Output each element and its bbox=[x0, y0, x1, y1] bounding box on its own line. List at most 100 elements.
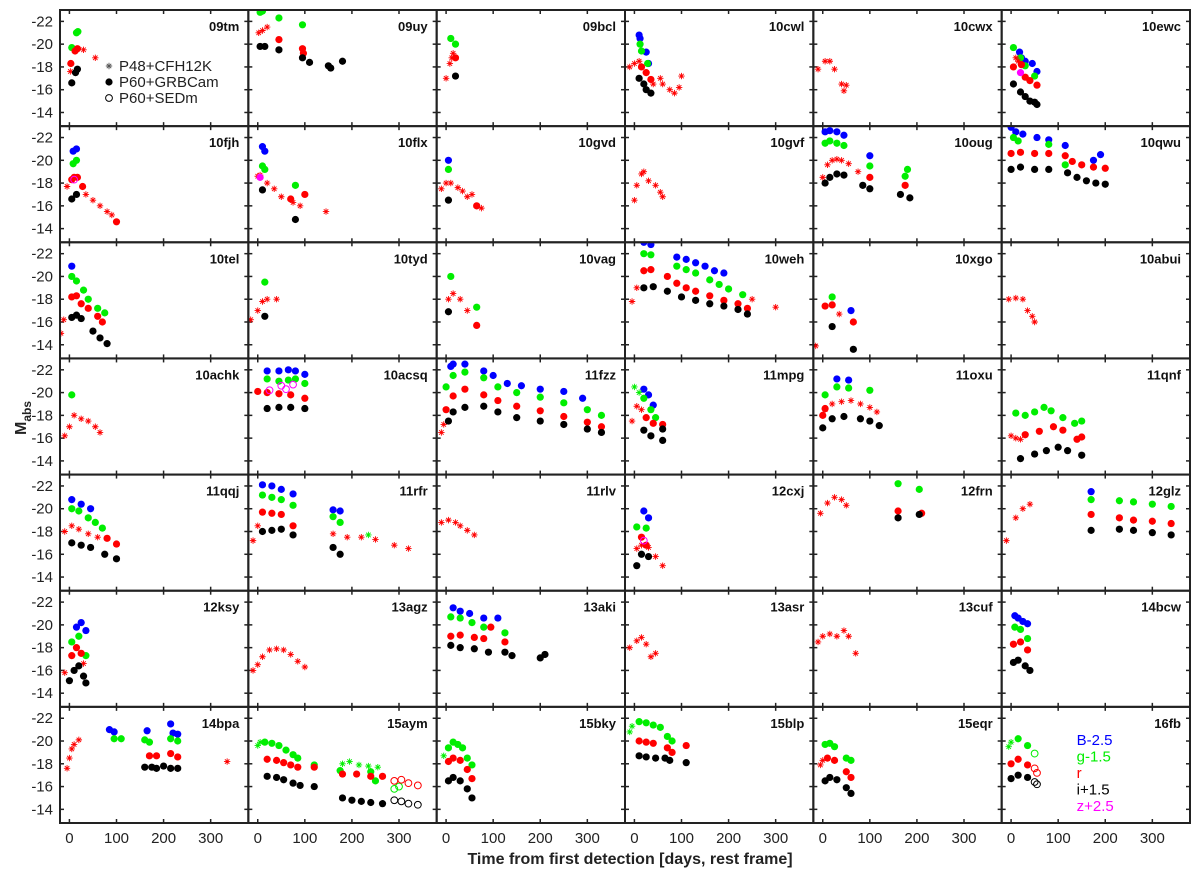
point-i-P60 bbox=[152, 764, 161, 772]
point-r-P48 bbox=[442, 179, 450, 187]
panel-15aym: 0 100 200 300 15aym bbox=[247, 705, 438, 847]
y-axis-label: Mabs bbox=[13, 401, 34, 435]
panel-frame bbox=[1000, 705, 1192, 824]
point-r-P60 bbox=[1101, 164, 1109, 172]
point-i-P60 bbox=[77, 314, 85, 323]
panel-data bbox=[1007, 403, 1086, 463]
point-r-P60 bbox=[1115, 514, 1123, 522]
y-tick-label: -22 bbox=[31, 710, 53, 727]
point-g-P60 bbox=[1016, 625, 1025, 634]
point-g-P60 bbox=[480, 623, 488, 631]
point-r-P48 bbox=[659, 562, 666, 569]
point-B-P60 bbox=[456, 607, 464, 615]
point-i-P60 bbox=[1021, 92, 1029, 101]
point-g-P60 bbox=[456, 614, 464, 622]
y-tick-label: -18 bbox=[31, 175, 53, 192]
point-r-P48 bbox=[94, 533, 101, 541]
point-r-P48 bbox=[857, 400, 864, 408]
panel-10fjh: -22 -20 -18 -16 -14 10fjh bbox=[31, 125, 250, 244]
point-r-P48 bbox=[278, 193, 285, 200]
point-r-P60 bbox=[637, 63, 646, 71]
point-r-P48 bbox=[259, 27, 266, 34]
point-i-P60 bbox=[906, 194, 914, 202]
point-z-SEDm bbox=[282, 385, 290, 394]
point-g-P60 bbox=[282, 746, 290, 754]
point-i-P60 bbox=[826, 173, 834, 181]
point-i-P60 bbox=[263, 772, 271, 780]
point-g-P60 bbox=[494, 383, 502, 391]
point-g-SEDm bbox=[1030, 749, 1039, 758]
point-r-P60 bbox=[663, 744, 671, 752]
point-i-P60 bbox=[277, 525, 285, 533]
point-r-P60 bbox=[310, 763, 318, 771]
y-tick-label: -22 bbox=[31, 130, 53, 147]
panel-data bbox=[1003, 488, 1175, 544]
point-i-P60 bbox=[513, 414, 521, 422]
point-i-SEDm bbox=[1033, 780, 1041, 789]
point-i-P60 bbox=[336, 550, 344, 558]
point-i-P60 bbox=[677, 293, 686, 301]
point-r-P60 bbox=[112, 540, 121, 548]
point-i-P60 bbox=[856, 415, 865, 423]
panel-title: 15aym bbox=[387, 716, 427, 731]
point-r-P48 bbox=[471, 531, 478, 539]
point-r-P48 bbox=[60, 316, 67, 323]
point-g-P60 bbox=[268, 739, 276, 747]
panel-data bbox=[60, 262, 111, 348]
point-r-P60 bbox=[1089, 163, 1098, 171]
point-r-P48 bbox=[457, 296, 464, 303]
point-B-P60 bbox=[329, 506, 337, 514]
point-i-P60 bbox=[338, 794, 347, 802]
point-g-P48 bbox=[254, 742, 261, 749]
panel-12frn: 12frn bbox=[812, 473, 1003, 592]
x-tick-label: 100 bbox=[481, 830, 506, 847]
panel-15eqr: 0 100 200 300 15eqr bbox=[812, 705, 1003, 847]
point-g-P60 bbox=[261, 278, 269, 286]
panel-data bbox=[817, 480, 926, 522]
point-r-P60 bbox=[277, 510, 285, 519]
point-z-SEDm bbox=[265, 386, 274, 395]
point-r-P60 bbox=[635, 737, 643, 745]
point-r-P60 bbox=[287, 761, 295, 769]
point-r-P48 bbox=[1007, 432, 1015, 440]
point-i-P60 bbox=[101, 550, 109, 558]
x-tick-label: 100 bbox=[292, 830, 317, 847]
point-r-P48 bbox=[70, 741, 78, 748]
point-i-P60 bbox=[1087, 526, 1095, 534]
point-r-P48 bbox=[833, 633, 841, 640]
point-i-P60 bbox=[652, 754, 660, 762]
point-r-P60 bbox=[456, 756, 464, 764]
point-r-P48 bbox=[675, 84, 683, 91]
point-r-P48 bbox=[464, 193, 471, 200]
point-r-P48 bbox=[1029, 313, 1036, 320]
panel-16fb: 0 100 200 300 16fb B-2.5g-1.5ri+1.5z+2.5 bbox=[1000, 705, 1192, 847]
point-r-P48 bbox=[633, 637, 640, 645]
point-r-P60 bbox=[642, 541, 650, 549]
point-g-P60 bbox=[275, 377, 283, 385]
point-r-P60 bbox=[647, 266, 655, 274]
point-r-P48 bbox=[329, 530, 337, 537]
point-g-P60 bbox=[301, 379, 309, 388]
y-tick-label: -20 bbox=[31, 36, 53, 53]
panel-title: 09tm bbox=[209, 19, 239, 34]
point-r-P48 bbox=[1012, 434, 1019, 442]
panel-data bbox=[249, 481, 412, 558]
point-g-P60 bbox=[724, 285, 733, 293]
point-i-P60 bbox=[833, 776, 841, 784]
point-r-P60 bbox=[338, 770, 347, 778]
point-g-P60 bbox=[72, 156, 81, 164]
point-i-P60 bbox=[1078, 451, 1086, 459]
point-r-P48 bbox=[63, 765, 71, 772]
point-i-P60 bbox=[508, 652, 516, 660]
point-r-P48 bbox=[459, 187, 466, 195]
point-i-P60 bbox=[682, 759, 690, 767]
y-tick-label: -16 bbox=[31, 314, 53, 331]
point-i-P60 bbox=[444, 417, 453, 425]
point-r-P48 bbox=[828, 157, 836, 164]
point-i-P60 bbox=[348, 796, 356, 804]
point-B-P60 bbox=[258, 481, 267, 489]
panel-data bbox=[63, 720, 231, 772]
point-i-P60 bbox=[706, 300, 714, 308]
panel-13asr: 13asr bbox=[624, 589, 815, 708]
panel-data bbox=[447, 604, 549, 662]
